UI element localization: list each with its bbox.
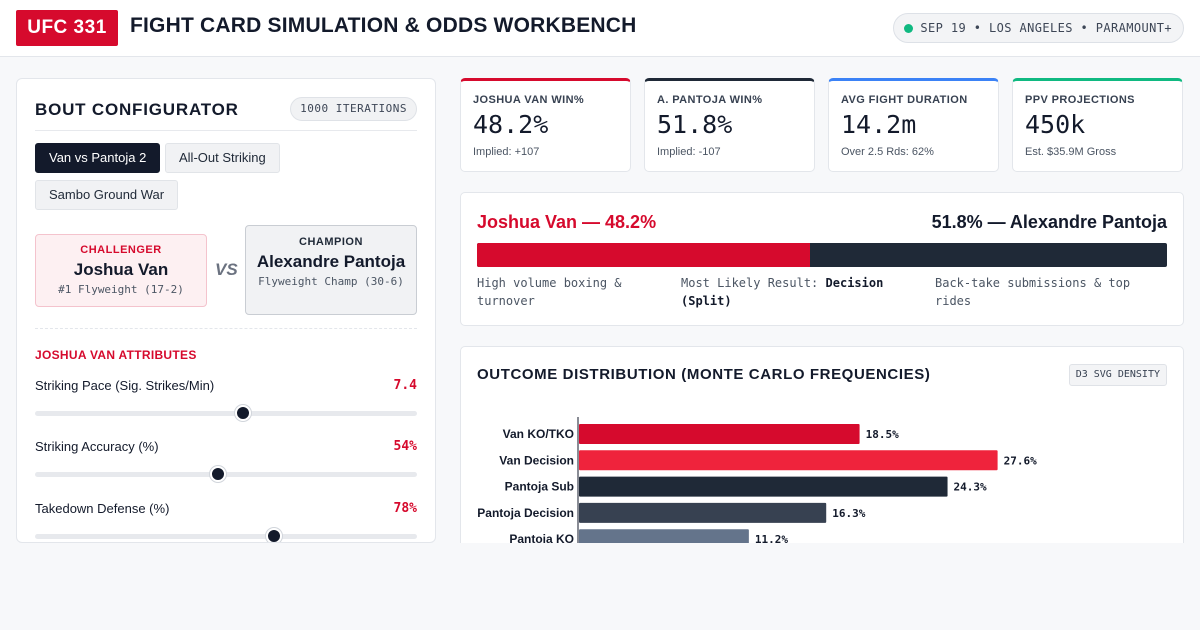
bar-value-label: 18.5% bbox=[866, 428, 899, 441]
divider bbox=[35, 130, 417, 131]
attribute-value: 78% bbox=[393, 501, 417, 516]
stat-card-fight-duration: AVG FIGHT DURATION 14.2m Over 2.5 Rds: 6… bbox=[828, 78, 999, 172]
bar-category-label: Pantoja Decision bbox=[477, 506, 574, 520]
preset-all-out-striking[interactable]: All-Out Striking bbox=[165, 143, 280, 173]
page-title: FIGHT CARD SIMULATION & ODDS WORKBENCH bbox=[130, 14, 637, 37]
stat-subtext: Over 2.5 Rds: 62% bbox=[841, 146, 934, 158]
bout-configurator-panel: BOUT CONFIGURATOR 1000 ITERATIONS Van vs… bbox=[16, 78, 436, 543]
live-status-icon bbox=[904, 24, 914, 33]
attribute-label: Takedown Defense (%) bbox=[35, 501, 170, 516]
attribute-value: 7.4 bbox=[393, 378, 417, 393]
win-probability-panel: Joshua Van — 48.2% 51.8% — Alexandre Pan… bbox=[460, 192, 1184, 326]
bar-category-label: Pantoja KO bbox=[509, 532, 574, 546]
slider-handle[interactable] bbox=[265, 528, 282, 542]
outcome-bar[interactable] bbox=[579, 476, 948, 497]
vs-label: VS bbox=[215, 260, 238, 279]
van-win-fill bbox=[477, 243, 810, 267]
stat-card-pantoja-win: A. PANTOJA WIN% 51.8% Implied: -107 bbox=[644, 78, 815, 172]
slider-track[interactable] bbox=[35, 411, 417, 416]
attribute-label: Striking Pace (Sig. Strikes/Min) bbox=[35, 378, 215, 393]
stat-value: 51.8% bbox=[657, 110, 733, 139]
bar-value-label: 11.2% bbox=[755, 533, 788, 546]
outcome-bar[interactable] bbox=[579, 502, 827, 523]
event-info-pill: SEP 19 • LOS ANGELES • PARAMOUNT+ bbox=[893, 13, 1184, 43]
champion-name: Alexandre Pantoja bbox=[256, 252, 406, 271]
event-brand-badge: UFC 331 bbox=[16, 10, 118, 46]
likely-result-value: Decision (Split) bbox=[681, 276, 884, 308]
section-divider bbox=[35, 328, 417, 329]
bar-category-label: Van Decision bbox=[499, 453, 574, 467]
outcome-bar[interactable] bbox=[579, 424, 860, 444]
attribute-takedown-defense: Takedown Defense (%) 78% bbox=[35, 501, 417, 542]
bar-value-label: 16.3% bbox=[832, 507, 865, 520]
outcome-bar[interactable] bbox=[579, 450, 998, 471]
iterations-badge: 1000 ITERATIONS bbox=[290, 97, 417, 121]
champion-card[interactable]: CHAMPION Alexandre Pantoja Flyweight Cha… bbox=[245, 225, 417, 315]
preset-sambo-ground-war[interactable]: Sambo Ground War bbox=[35, 180, 179, 210]
challenger-role: CHALLENGER bbox=[80, 244, 162, 256]
likely-result-prefix: Most Likely Result: bbox=[681, 276, 819, 290]
stat-label: JOSHUA VAN WIN% bbox=[473, 94, 585, 106]
stat-card-van-win: JOSHUA VAN WIN% 48.2% Implied: +107 bbox=[460, 78, 631, 172]
van-style-note: High volume boxing & turnover bbox=[477, 276, 622, 308]
outcome-distribution-panel: OUTCOME DISTRIBUTION (MONTE CARLO FREQUE… bbox=[460, 346, 1184, 556]
stat-value: 14.2m bbox=[841, 110, 917, 139]
attribute-striking-accuracy: Striking Accuracy (%) 54% bbox=[35, 439, 417, 489]
page-footer-area bbox=[0, 543, 1200, 630]
pantoja-style-note: Back-take submissions & top rides bbox=[935, 276, 1131, 308]
attributes-heading: JOSHUA VAN ATTRIBUTES bbox=[35, 348, 197, 362]
slider-handle[interactable] bbox=[210, 466, 227, 482]
champion-rank: Flyweight Champ (30-6) bbox=[258, 275, 404, 288]
outcome-bar-chart: Van KO/TKO 18.5% Van Decision 27.6% Pantoja … bbox=[477, 417, 1037, 555]
stat-value: 450k bbox=[1025, 110, 1086, 139]
champion-role: CHAMPION bbox=[299, 236, 363, 248]
challenger-name: Joshua Van bbox=[73, 260, 169, 279]
stat-label: AVG FIGHT DURATION bbox=[841, 94, 968, 106]
attribute-label: Striking Accuracy (%) bbox=[35, 439, 159, 454]
bar-category-label: Van KO/TKO bbox=[503, 427, 574, 441]
attribute-striking-pace: Striking Pace (Sig. Strikes/Min) 7.4 bbox=[35, 378, 417, 428]
stat-card-ppv: PPV PROJECTIONS 450k Est. $35.9M Gross bbox=[1012, 78, 1183, 172]
stat-subtext: Est. $35.9M Gross bbox=[1025, 146, 1117, 158]
attribute-value: 54% bbox=[393, 439, 417, 454]
van-win-label: Joshua Van — 48.2% bbox=[477, 212, 657, 232]
challenger-card[interactable]: CHALLENGER Joshua Van #1 Flyweight (17-2… bbox=[35, 234, 207, 307]
stat-label: A. PANTOJA WIN% bbox=[657, 94, 763, 106]
event-info-text: SEP 19 • LOS ANGELES • PARAMOUNT+ bbox=[920, 21, 1172, 35]
pantoja-win-label: 51.8% — Alexandre Pantoja bbox=[931, 212, 1167, 232]
stat-label: PPV PROJECTIONS bbox=[1025, 94, 1135, 106]
distribution-title: OUTCOME DISTRIBUTION (MONTE CARLO FREQUE… bbox=[477, 366, 931, 383]
preset-van-vs-pantoja-2[interactable]: Van vs Pantoja 2 bbox=[35, 143, 161, 173]
stat-value: 48.2% bbox=[473, 110, 549, 139]
distribution-tag: D3 SVG DENSITY bbox=[1068, 364, 1167, 386]
bar-category-label: Pantoja Sub bbox=[505, 480, 574, 494]
stat-subtext: Implied: -107 bbox=[657, 146, 721, 158]
app-header: UFC 331 FIGHT CARD SIMULATION & ODDS WOR… bbox=[0, 0, 1200, 57]
slider-track[interactable] bbox=[35, 472, 417, 477]
win-probability-bar bbox=[477, 243, 1167, 267]
bar-value-label: 24.3% bbox=[954, 481, 987, 494]
slider-handle[interactable] bbox=[235, 405, 252, 421]
stat-subtext: Implied: +107 bbox=[473, 146, 540, 158]
bar-value-label: 27.6% bbox=[1004, 454, 1037, 467]
configurator-title: BOUT CONFIGURATOR bbox=[35, 100, 239, 119]
challenger-rank: #1 Flyweight (17-2) bbox=[58, 283, 184, 296]
likely-result-note: Most Likely Result: Decision (Split) bbox=[681, 274, 901, 310]
slider-track[interactable] bbox=[35, 534, 417, 539]
